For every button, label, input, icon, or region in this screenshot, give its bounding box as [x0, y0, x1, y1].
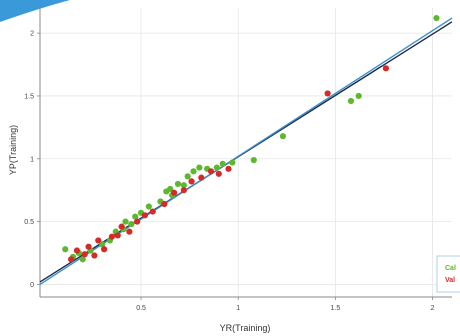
data-point-val [207, 168, 215, 175]
data-point-cal [196, 164, 203, 171]
data-point-val [215, 170, 222, 177]
legend-label-val: Val [445, 277, 455, 284]
x-axis-title: YR(Training) [220, 323, 271, 333]
data-point-cal [99, 241, 106, 248]
data-point-cal [184, 173, 191, 180]
data-point-cal [213, 164, 220, 171]
data-point-val [170, 189, 178, 196]
data-point-cal [145, 203, 152, 210]
data-point-val [188, 178, 195, 185]
y-axis-title: YP(Training) [8, 125, 18, 175]
data-point-val [73, 247, 81, 254]
data-point-cal [132, 213, 139, 220]
y-tick-label: 1.5 [24, 93, 34, 100]
data-point-val [114, 232, 121, 239]
data-point-val [101, 246, 108, 253]
data-point-cal [122, 218, 129, 225]
legend-box [436, 255, 460, 293]
y-tick-label: 2 [30, 31, 34, 38]
data-point-val [126, 228, 133, 235]
data-point-val [134, 218, 141, 225]
data-point-cal [355, 92, 362, 100]
data-point-cal [167, 185, 174, 193]
data-point-cal [347, 97, 355, 105]
data-point-cal [433, 14, 440, 22]
data-point-val [180, 187, 187, 194]
data-point-cal [62, 246, 69, 253]
x-tick-label: 2 [431, 305, 435, 312]
data-point-val [382, 65, 390, 72]
data-point-val [118, 223, 125, 230]
data-point-val [81, 251, 88, 258]
data-point-val [324, 90, 331, 97]
data-point-val [67, 256, 75, 263]
x-tick-label: 1.5 [331, 305, 341, 312]
x-tick-label: 0.5 [136, 305, 146, 312]
data-point-val [95, 237, 102, 244]
legend-label-cal: Cal [445, 265, 456, 272]
data-point-val [198, 174, 205, 181]
grid [40, 8, 452, 297]
axes: 0.5 1 1.5 2 0 0.5 1 1.5 2 [24, 8, 452, 312]
data-point-val [225, 165, 232, 172]
data-point-cal [219, 160, 226, 167]
data-point-cal [279, 133, 287, 140]
data-point-val [108, 233, 116, 240]
data-point-val [85, 243, 92, 250]
y-tick-label: 1 [30, 156, 34, 163]
data-point-cal [250, 156, 257, 164]
data-point-cal [180, 182, 187, 189]
data-point-cal [174, 180, 182, 188]
data-point-cal [229, 159, 236, 166]
legend: Cal Val [436, 255, 460, 293]
data-point-val [161, 200, 168, 208]
data-point-val [149, 208, 156, 215]
data-points [62, 14, 440, 263]
y-tick-label: 0 [30, 282, 34, 289]
data-point-cal [190, 168, 197, 175]
data-point-cal [79, 256, 86, 263]
data-point-val [141, 212, 149, 219]
data-point-cal [128, 221, 135, 228]
corner-decoration [0, 0, 70, 22]
x-tick-label: 1 [236, 305, 240, 312]
y-tick-label: 0.5 [24, 219, 34, 226]
data-point-val [91, 252, 98, 259]
